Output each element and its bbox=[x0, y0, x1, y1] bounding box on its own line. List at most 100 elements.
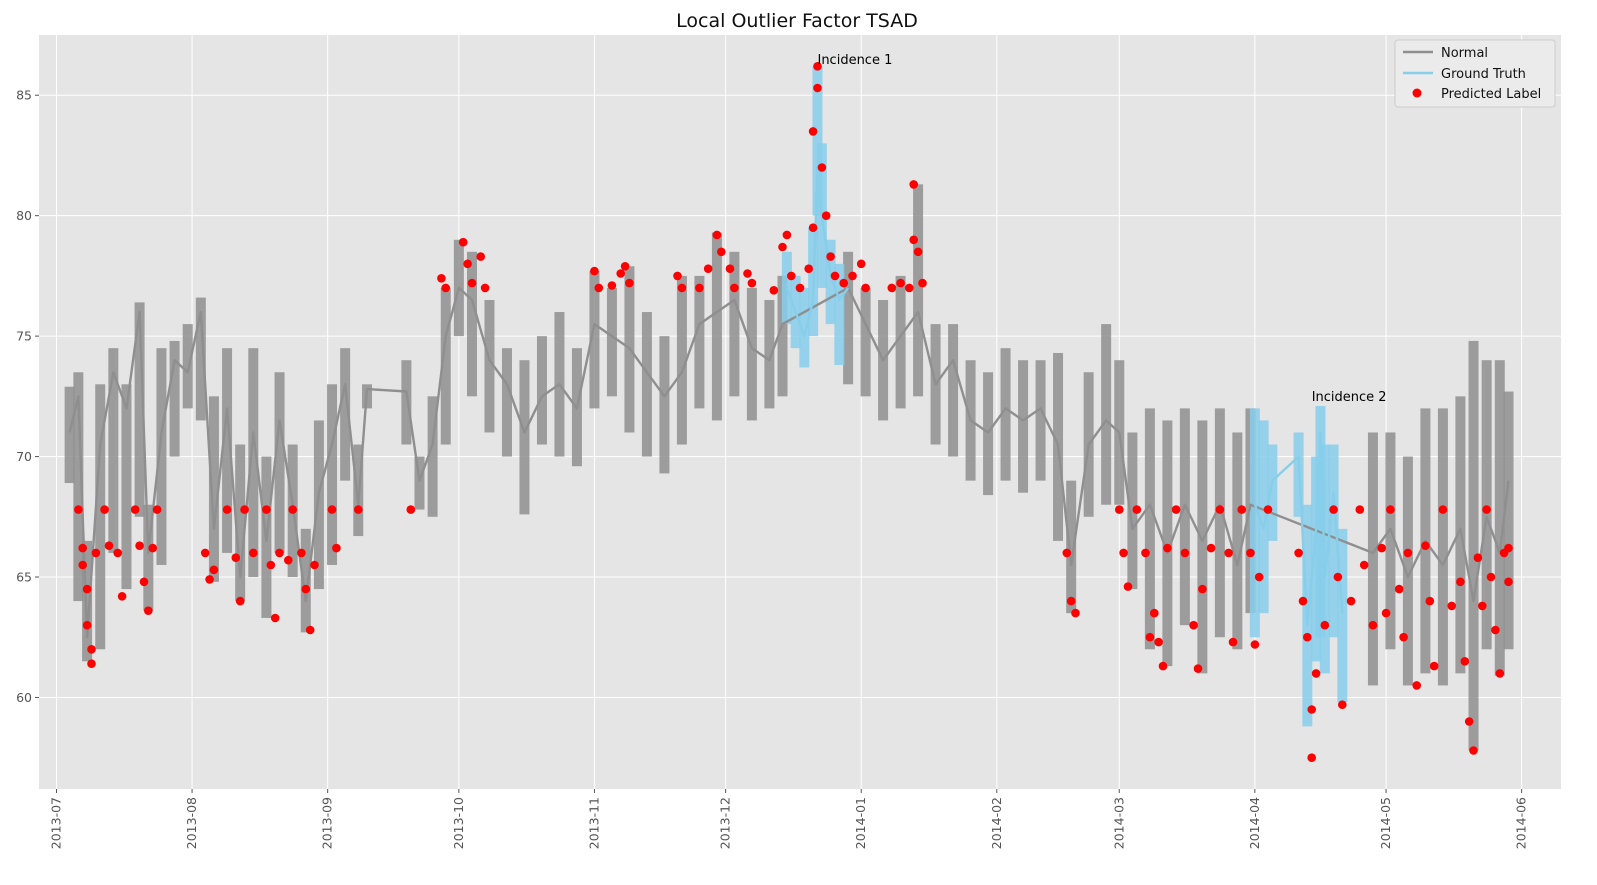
predicted-label-point bbox=[310, 560, 319, 570]
predicted-label-point bbox=[821, 211, 831, 220]
predicted-label-point bbox=[104, 541, 114, 550]
series-band bbox=[248, 348, 259, 578]
x-tick-label: 2013-10 bbox=[451, 797, 466, 849]
predicted-label-point bbox=[1495, 669, 1505, 678]
predicted-label-point bbox=[1403, 548, 1413, 558]
predicted-label-point bbox=[1447, 601, 1456, 611]
predicted-label-point bbox=[1228, 637, 1238, 647]
series-band bbox=[1232, 432, 1243, 650]
series-band bbox=[73, 372, 84, 602]
series-line bbox=[785, 166, 850, 338]
series-band bbox=[799, 287, 810, 368]
predicted-label-point bbox=[1311, 669, 1321, 678]
predicted-label-point bbox=[1062, 548, 1072, 558]
predicted-label-point bbox=[1298, 596, 1308, 606]
series-band bbox=[156, 348, 167, 565]
predicted-label-point bbox=[1377, 543, 1386, 553]
predicted-label-point bbox=[82, 620, 92, 630]
x-tick-label: 2013-11 bbox=[586, 797, 601, 849]
predicted-label-point bbox=[594, 283, 604, 293]
predicted-label-point bbox=[747, 278, 757, 288]
predicted-label-point bbox=[1333, 572, 1343, 582]
predicted-label-point bbox=[896, 278, 905, 288]
series-band bbox=[182, 324, 193, 409]
predicted-label-point bbox=[730, 283, 739, 293]
predicted-label-point bbox=[1482, 505, 1491, 514]
predicted-label-point bbox=[1145, 632, 1155, 642]
predicted-label-point bbox=[332, 543, 341, 553]
predicted-label-point bbox=[437, 274, 446, 283]
predicted-label-point bbox=[1504, 543, 1513, 553]
predicted-label-point bbox=[813, 62, 822, 71]
predicted-label-point bbox=[1429, 661, 1439, 671]
series-band bbox=[108, 348, 119, 553]
series-band bbox=[1018, 360, 1029, 493]
series-band bbox=[729, 251, 740, 397]
x-tick-label: 2014-03 bbox=[1111, 797, 1126, 849]
predicted-label-point bbox=[616, 269, 625, 278]
predicted-label-point bbox=[284, 555, 293, 565]
legend-swatch-predicted-label bbox=[1412, 88, 1422, 98]
predicted-label-point bbox=[830, 271, 840, 281]
series-band bbox=[913, 184, 924, 397]
series-band bbox=[134, 302, 145, 517]
predicted-label-point bbox=[1355, 505, 1365, 514]
series-band bbox=[843, 251, 854, 385]
series-band bbox=[812, 66, 823, 216]
y-tick-label: 80 bbox=[16, 208, 32, 223]
predicted-label-point bbox=[1294, 548, 1303, 558]
predicted-label-point bbox=[1066, 596, 1076, 606]
series-band bbox=[195, 297, 206, 421]
predicted-label-point bbox=[240, 505, 249, 514]
predicted-label-point bbox=[148, 543, 157, 553]
y-tick-label: 60 bbox=[16, 690, 32, 705]
predicted-label-point bbox=[458, 237, 468, 247]
predicted-label-point bbox=[1150, 608, 1159, 618]
series-band bbox=[659, 336, 670, 474]
predicted-label-point bbox=[1119, 548, 1128, 558]
series-band bbox=[274, 372, 285, 553]
predicted-label-markers bbox=[74, 62, 1513, 762]
series-band bbox=[1258, 420, 1269, 614]
predicted-label-point bbox=[1438, 505, 1448, 514]
predicted-label-point bbox=[1303, 632, 1312, 642]
series-band bbox=[143, 504, 154, 611]
predicted-label-point bbox=[1320, 620, 1330, 630]
predicted-label-point bbox=[826, 252, 835, 261]
series-band bbox=[440, 287, 451, 445]
predicted-label-point bbox=[1464, 717, 1474, 726]
predicted-label-point bbox=[909, 180, 918, 189]
series-band bbox=[1503, 391, 1514, 650]
predicted-label-point bbox=[117, 592, 127, 601]
predicted-label-point bbox=[1237, 505, 1246, 514]
predicted-label-point bbox=[1421, 541, 1430, 550]
plot-background bbox=[39, 35, 1561, 789]
series-band bbox=[536, 336, 547, 445]
predicted-label-point bbox=[1254, 572, 1264, 582]
predicted-label-point bbox=[590, 266, 599, 276]
predicted-label-point bbox=[795, 283, 805, 293]
predicted-label-point bbox=[1386, 505, 1395, 514]
predicted-label-point bbox=[808, 223, 818, 232]
predicted-label-point bbox=[918, 278, 927, 288]
predicted-label-point bbox=[861, 283, 870, 293]
series-band bbox=[1214, 408, 1225, 638]
predicted-label-point bbox=[205, 575, 214, 584]
predicted-label-point bbox=[1307, 705, 1316, 714]
series-band bbox=[606, 287, 617, 397]
predicted-label-point bbox=[1115, 505, 1124, 514]
annotations: Incidence 1 Incidence 2 bbox=[817, 53, 1386, 405]
annotation-label: Incidence 2 bbox=[1312, 390, 1387, 405]
x-tick-label: 2013-07 bbox=[48, 797, 63, 849]
x-tick-label: 2014-02 bbox=[989, 797, 1004, 849]
predicted-label-point bbox=[135, 541, 144, 550]
predicted-label-point bbox=[787, 271, 796, 281]
predicted-label-point bbox=[1307, 753, 1316, 762]
legend-label-normal: Normal bbox=[1441, 46, 1488, 61]
series-band bbox=[895, 275, 906, 409]
series-band bbox=[300, 528, 311, 633]
predicted-label-point bbox=[87, 645, 96, 654]
predicted-label-point bbox=[270, 613, 280, 623]
